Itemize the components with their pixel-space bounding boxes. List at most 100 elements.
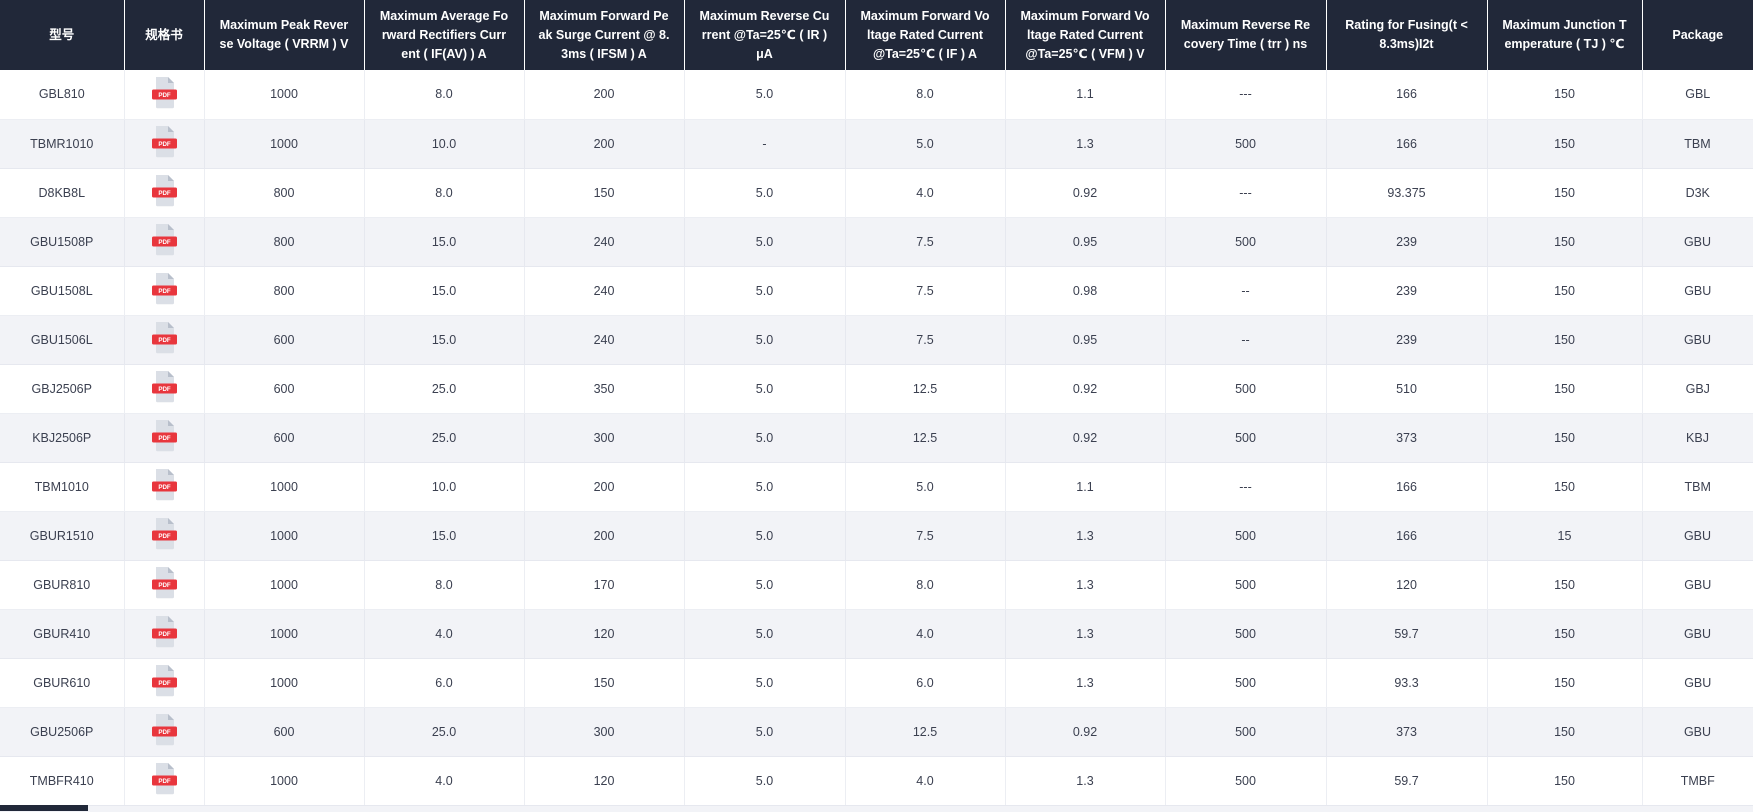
value-cell-ifsm: 300: [524, 413, 685, 463]
pdf-icon[interactable]: PDF: [148, 272, 180, 306]
value-cell-ifav: 8.0: [364, 70, 525, 120]
value-cell-vfm: 0.95: [1005, 217, 1166, 267]
datasheet-cell[interactable]: PDF: [124, 756, 205, 806]
pdf-icon[interactable]: PDF: [148, 174, 180, 208]
pdf-document-icon: PDF: [152, 76, 177, 108]
datasheet-cell[interactable]: PDF: [124, 266, 205, 316]
model-cell: TBM1010: [0, 462, 125, 512]
value-cell-trr: 500: [1165, 609, 1327, 659]
datasheet-cell[interactable]: PDF: [124, 462, 205, 512]
value-cell-trr: 500: [1165, 413, 1327, 463]
pdf-icon[interactable]: PDF: [148, 517, 180, 551]
model-cell: GBJ2506P: [0, 364, 125, 414]
column-header-datasheet: 规格书: [124, 0, 205, 70]
value-cell-package: GBU: [1642, 658, 1753, 708]
value-cell-ifsm: 300: [524, 707, 685, 757]
datasheet-cell[interactable]: PDF: [124, 315, 205, 365]
pdf-icon[interactable]: PDF: [148, 419, 180, 453]
value-cell-vfm: 0.92: [1005, 413, 1166, 463]
pdf-icon[interactable]: PDF: [148, 713, 180, 747]
value-cell-ir: 5.0: [684, 364, 846, 414]
model-cell: GBU1508P: [0, 217, 125, 267]
datasheet-cell[interactable]: PDF: [124, 70, 205, 120]
value-cell-ifav: 15.0: [364, 315, 525, 365]
value-cell-ifsm: 240: [524, 266, 685, 316]
pdf-icon[interactable]: PDF: [148, 76, 180, 110]
datasheet-cell[interactable]: PDF: [124, 217, 205, 267]
pdf-icon[interactable]: PDF: [148, 370, 180, 404]
value-cell-trr: ---: [1165, 462, 1327, 512]
datasheet-cell[interactable]: PDF: [124, 413, 205, 463]
value-cell-ifsm: 150: [524, 168, 685, 218]
pdf-icon[interactable]: PDF: [148, 664, 180, 698]
value-cell-vfm: 0.95: [1005, 315, 1166, 365]
svg-text:PDF: PDF: [158, 484, 171, 491]
value-cell-ifav: 10.0: [364, 119, 525, 169]
value-cell-trr: ---: [1165, 70, 1327, 120]
datasheet-cell[interactable]: PDF: [124, 364, 205, 414]
table-row: GBU1506L PDF 600 15.0 240 5.0 7.5 0.95 -- 239 150 G…: [0, 315, 1753, 365]
pdf-icon[interactable]: PDF: [148, 615, 180, 649]
value-cell-ifav: 15.0: [364, 266, 525, 316]
pdf-icon[interactable]: PDF: [148, 321, 180, 355]
datasheet-cell[interactable]: PDF: [124, 511, 205, 561]
pdf-document-icon: PDF: [152, 714, 177, 746]
value-cell-vfm: 1.3: [1005, 511, 1166, 561]
value-cell-package: GBU: [1642, 511, 1753, 561]
value-cell-vfm: 1.1: [1005, 462, 1166, 512]
value-cell-tj: 150: [1487, 315, 1643, 365]
pdf-icon[interactable]: PDF: [148, 762, 180, 796]
value-cell-ifav: 25.0: [364, 364, 525, 414]
datasheet-cell[interactable]: PDF: [124, 119, 205, 169]
pdf-document-icon: PDF: [152, 322, 177, 354]
pdf-icon[interactable]: PDF: [148, 566, 180, 600]
svg-text:PDF: PDF: [158, 435, 171, 442]
value-cell-package: TBM: [1642, 462, 1753, 512]
value-cell-ifsm: 350: [524, 364, 685, 414]
value-cell-vrrm: 1000: [204, 119, 365, 169]
value-cell-i2t: 166: [1326, 119, 1488, 169]
datasheet-cell[interactable]: PDF: [124, 168, 205, 218]
value-cell-ifav: 10.0: [364, 462, 525, 512]
value-cell-ifsm: 200: [524, 70, 685, 120]
pdf-icon[interactable]: PDF: [148, 223, 180, 257]
value-cell-ifav: 6.0: [364, 658, 525, 708]
column-header-ifav: Maximum Average Forward Rectifiers Curre…: [364, 0, 525, 70]
value-cell-ir: 5.0: [684, 266, 846, 316]
value-cell-vfm: 0.92: [1005, 364, 1166, 414]
svg-text:PDF: PDF: [158, 386, 171, 393]
datasheet-cell[interactable]: PDF: [124, 609, 205, 659]
value-cell-vrrm: 600: [204, 364, 365, 414]
pdf-icon[interactable]: PDF: [148, 468, 180, 502]
table-row: GBUR410 PDF 1000 4.0 120 5.0 4.0 1.3 500 59.7 150 G…: [0, 609, 1753, 659]
value-cell-tj: 150: [1487, 266, 1643, 316]
model-cell: GBL810: [0, 70, 125, 120]
value-cell-trr: 500: [1165, 707, 1327, 757]
datasheet-cell[interactable]: PDF: [124, 658, 205, 708]
column-header-ir: Maximum Reverse Current @Ta=25℃ ( IR ) μ…: [684, 0, 846, 70]
model-cell: GBUR410: [0, 609, 125, 659]
value-cell-vrrm: 600: [204, 315, 365, 365]
value-cell-i2t: 166: [1326, 70, 1488, 120]
value-cell-i2t: 93.375: [1326, 168, 1488, 218]
pdf-document-icon: PDF: [152, 616, 177, 648]
pdf-icon[interactable]: PDF: [148, 125, 180, 159]
value-cell-trr: 500: [1165, 511, 1327, 561]
next-row-partial: [0, 805, 1753, 812]
value-cell-tj: 150: [1487, 658, 1643, 708]
column-header-if: Maximum Forward Voltage Rated Current @T…: [845, 0, 1006, 70]
datasheet-cell[interactable]: PDF: [124, 560, 205, 610]
value-cell-package: TMBF: [1642, 756, 1753, 806]
svg-text:PDF: PDF: [158, 680, 171, 687]
value-cell-i2t: 239: [1326, 266, 1488, 316]
pdf-document-icon: PDF: [152, 175, 177, 207]
value-cell-package: GBU: [1642, 266, 1753, 316]
value-cell-if: 12.5: [845, 413, 1006, 463]
table-row: GBU2506P PDF 600 25.0 300 5.0 12.5 0.92 500 373 15…: [0, 707, 1753, 757]
datasheet-cell[interactable]: PDF: [124, 707, 205, 757]
svg-text:PDF: PDF: [158, 288, 171, 295]
pdf-document-icon: PDF: [152, 469, 177, 501]
value-cell-if: 12.5: [845, 364, 1006, 414]
value-cell-ifsm: 240: [524, 217, 685, 267]
value-cell-ifsm: 200: [524, 119, 685, 169]
